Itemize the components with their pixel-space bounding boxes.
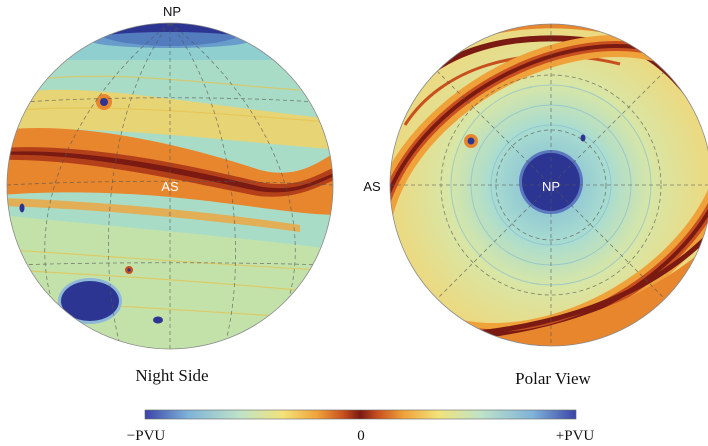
left-as-label: AS (161, 179, 179, 194)
left-np-label: NP (163, 4, 181, 19)
colorbar-max-label: +PVU (556, 428, 595, 444)
colorbar-gradient (144, 409, 577, 420)
night-side-caption: Night Side (135, 366, 208, 385)
right-np-label: NP (542, 179, 560, 194)
polar-view-globe (389, 23, 708, 347)
colorbar: −PVU 0 +PVU (127, 409, 595, 444)
colorbar-min-label: −PVU (127, 428, 166, 444)
right-as-label: AS (363, 179, 381, 194)
colorbar-mid-label: 0 (357, 428, 365, 444)
polar-view-caption: Polar View (515, 369, 591, 388)
